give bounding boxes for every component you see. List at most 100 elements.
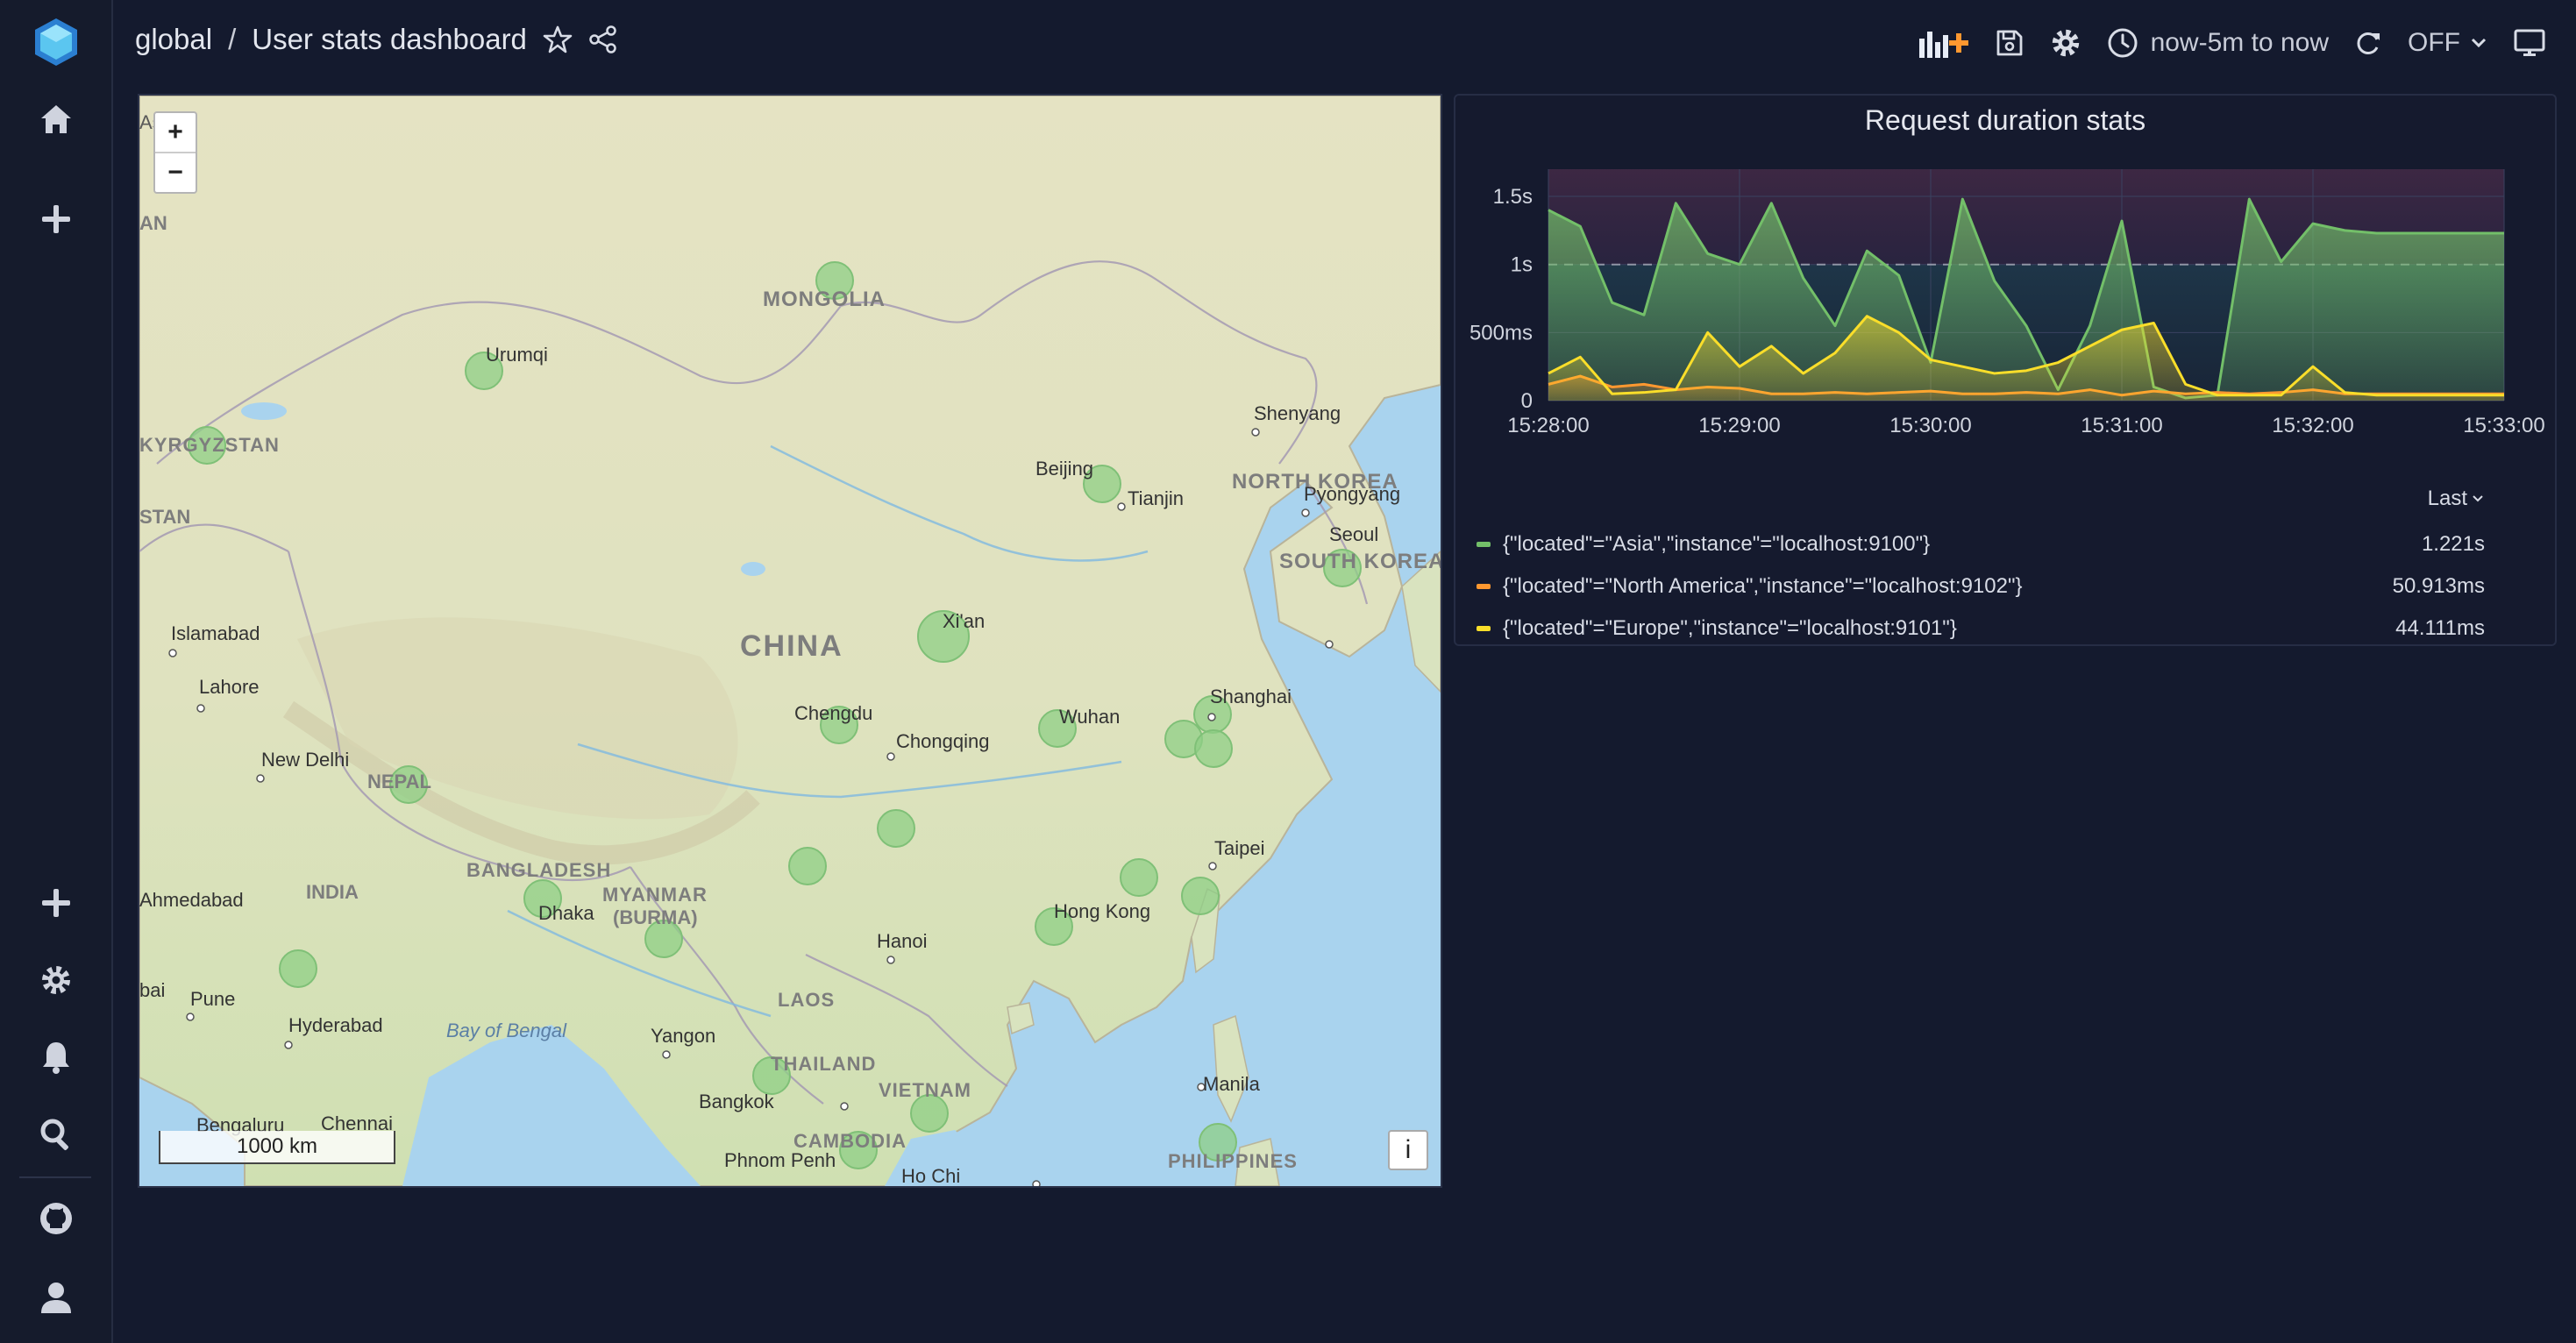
map-label-hong-kong: Hong Kong	[1054, 900, 1150, 922]
breadcrumb-folder[interactable]: global	[135, 23, 213, 55]
map-label-pune: Pune	[190, 988, 235, 1010]
legend-sort-header[interactable]: Last	[2428, 487, 2485, 511]
map-label-ahmedabad: Ahmedabad	[139, 889, 244, 911]
save-dashboard-button[interactable]	[1982, 19, 2037, 67]
legend-last-value: 50.913ms	[2392, 574, 2485, 598]
plus-icon[interactable]	[0, 193, 111, 245]
attribution-info-button[interactable]: i	[1388, 1130, 1428, 1170]
navbar-actions: now-5m to now OFF	[1905, 19, 2558, 67]
y-tick-label: 500ms	[1469, 321, 1533, 345]
gear-icon	[2052, 29, 2079, 57]
legend-last-value: 1.221s	[2421, 532, 2485, 556]
map-label-manila: Manila	[1203, 1073, 1261, 1095]
breadcrumb-separator: /	[228, 23, 237, 55]
refresh-interval-label: OFF	[2408, 28, 2460, 57]
home-icon[interactable]	[0, 93, 111, 146]
himalaya-relief	[282, 700, 760, 865]
map-label-hyderabad: Hyderabad	[288, 1014, 383, 1036]
map-label-stan: STAN	[139, 506, 190, 528]
map-label-chongqing: Chongqing	[896, 730, 989, 752]
grafana-logo[interactable]	[0, 14, 111, 70]
map-label-cambodia: CAMBODIA	[793, 1130, 907, 1152]
legend-series-name: {"located"="Asia","instance"="localhost:…	[1503, 532, 1931, 556]
legend-series-name: {"located"="North America","instance"="l…	[1503, 574, 2023, 598]
bell-icon[interactable]	[0, 1031, 111, 1084]
side-menu	[0, 0, 113, 1343]
worldmap-panel[interactable]: Asia AN MONGOLIA Urumqi KYRGYZSTAN Sheny…	[138, 94, 1442, 1188]
map-label-shenyang: Shenyang	[1254, 402, 1341, 424]
x-tick-label: 15:30:00	[1889, 414, 1971, 437]
user-icon[interactable]	[0, 1271, 111, 1324]
map-label-ho-chi: Ho Chi	[901, 1165, 960, 1186]
legend-series-name: {"located"="Europe","instance"="localhos…	[1503, 616, 1957, 640]
y-tick-label: 1s	[1511, 253, 1533, 277]
gear-icon[interactable]	[0, 954, 111, 1006]
add-panel-plus-icon[interactable]	[0, 877, 111, 929]
tv-mode-button[interactable]	[2501, 19, 2558, 67]
map-label-burma: (BURMA)	[613, 906, 698, 928]
dashboard-settings-button[interactable]	[2037, 19, 2095, 67]
legend-last-value: 44.111ms	[2395, 616, 2485, 640]
refresh-interval-picker[interactable]: OFF	[2395, 19, 2501, 67]
map-label-shanghai: Shanghai	[1210, 686, 1292, 707]
sidebar-divider	[19, 1176, 91, 1178]
data-markers	[188, 261, 1362, 1169]
dashboard-title[interactable]: User stats dashboard	[252, 23, 527, 55]
map-label-new-delhi: New Delhi	[261, 749, 349, 771]
map-label-bangladesh: BANGLADESH	[466, 859, 611, 881]
legend-item[interactable]: {"located"="Asia","instance"="localhost:…	[1477, 525, 2485, 564]
time-range-label: now-5m to now	[2150, 28, 2329, 57]
legend-item[interactable]: {"located"="North America","instance"="l…	[1477, 567, 2485, 606]
map-label-urumqi: Urumqi	[486, 344, 548, 366]
map-label-phnom-penh: Phnom Penh	[724, 1149, 836, 1171]
zoom-control: + −	[153, 111, 197, 194]
map-label-india: INDIA	[306, 881, 359, 903]
star-icon[interactable]	[543, 25, 573, 54]
legend-color-swatch	[1477, 584, 1491, 589]
y-tick-label: 1.5s	[1493, 185, 1533, 209]
graph-panel: Request duration stats	[1454, 94, 2557, 646]
map-label-bangkok: Bangkok	[699, 1091, 775, 1112]
bay-of-bengal-water	[402, 1025, 701, 1186]
map-label-xian: Xi'an	[943, 610, 985, 632]
map-label-lahore: Lahore	[199, 676, 260, 698]
map-label-seoul: Seoul	[1329, 523, 1378, 545]
clock-icon	[2108, 28, 2138, 58]
x-tick-label: 15:29:00	[1698, 414, 1780, 437]
map-label-taipei: Taipei	[1214, 837, 1264, 859]
map-label-chengdu: Chengdu	[794, 702, 872, 724]
philippines-islands	[1213, 1014, 1280, 1186]
x-tick-label: 15:31:00	[2081, 414, 2162, 437]
map-label-dhaka: Dhaka	[538, 902, 594, 924]
zoom-in-button[interactable]: +	[167, 117, 183, 146]
x-tick-label: 15:28:00	[1507, 414, 1589, 437]
add-panel-button[interactable]	[1905, 19, 1982, 67]
city-dots	[168, 428, 1334, 1186]
series-area	[1548, 316, 2504, 401]
share-icon[interactable]	[588, 25, 618, 54]
add-panel-icon	[1918, 32, 1968, 58]
legend-color-swatch	[1477, 626, 1491, 631]
japan-islands	[1401, 550, 1441, 693]
zoom-out-button[interactable]: −	[155, 152, 196, 192]
github-icon[interactable]	[0, 1192, 111, 1245]
search-icon[interactable]	[0, 1108, 111, 1161]
refresh-icon	[2357, 32, 2380, 54]
save-icon	[1996, 30, 2022, 56]
map-label-nepal: NEPAL	[367, 771, 431, 792]
map-label-bai: bai	[139, 979, 165, 1001]
refresh-button[interactable]	[2341, 19, 2395, 67]
map-label-philippines: PHILIPPINES	[1168, 1150, 1298, 1172]
map-scale-bar: 1000 km	[159, 1131, 395, 1164]
map-label-tianjin: Tianjin	[1128, 487, 1184, 509]
map-label-north-korea: NORTH KOREA	[1232, 470, 1398, 494]
map-label-myanmar: MYANMAR	[602, 884, 708, 906]
time-picker-button[interactable]: now-5m to now	[2095, 19, 2341, 67]
series-line	[1548, 315, 2504, 397]
map-canvas[interactable]: Asia AN MONGOLIA Urumqi KYRGYZSTAN Sheny…	[139, 96, 1441, 1186]
legend-item[interactable]: {"located"="Europe","instance"="localhos…	[1477, 609, 2485, 648]
series-line	[1548, 197, 2504, 400]
time-series-chart[interactable]: 0 500ms 1s 1.5s 15:28:00 15:29:00 15:30:00 15:3…	[1455, 96, 2555, 446]
map-label-bay-of-bengal: Bay of Bengal	[446, 1020, 567, 1041]
panel-title[interactable]: Request duration stats	[1864, 104, 2146, 136]
